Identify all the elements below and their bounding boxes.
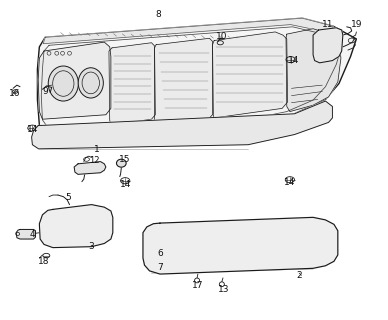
Text: 15: 15 (119, 155, 130, 164)
Ellipse shape (78, 68, 103, 98)
Text: 4: 4 (29, 230, 35, 239)
Text: 13: 13 (218, 284, 230, 293)
Ellipse shape (48, 66, 78, 101)
Text: 7: 7 (158, 263, 163, 272)
Text: 14: 14 (284, 179, 296, 188)
Polygon shape (143, 217, 338, 274)
Polygon shape (32, 101, 333, 149)
Text: 6: 6 (158, 249, 163, 258)
Text: 14: 14 (120, 180, 131, 189)
Polygon shape (37, 18, 356, 146)
Polygon shape (154, 38, 213, 124)
Polygon shape (147, 227, 177, 268)
Polygon shape (16, 229, 35, 239)
Polygon shape (178, 224, 240, 271)
Text: 10: 10 (216, 32, 228, 41)
Ellipse shape (80, 164, 90, 172)
Polygon shape (38, 42, 111, 119)
Text: 19: 19 (352, 20, 363, 29)
Polygon shape (109, 43, 155, 125)
Polygon shape (241, 220, 331, 268)
Text: 14: 14 (27, 125, 38, 134)
Text: 17: 17 (192, 281, 204, 290)
Polygon shape (43, 18, 333, 44)
Polygon shape (213, 32, 288, 118)
Text: 14: 14 (288, 56, 299, 65)
Polygon shape (286, 29, 341, 112)
Text: 8: 8 (156, 10, 161, 19)
Polygon shape (271, 227, 326, 265)
Ellipse shape (288, 235, 309, 256)
Polygon shape (39, 204, 113, 248)
Text: 16: 16 (9, 89, 20, 98)
Polygon shape (74, 162, 106, 174)
Text: 12: 12 (89, 156, 99, 165)
Text: 18: 18 (38, 257, 50, 266)
Text: 11: 11 (322, 20, 333, 29)
Text: 1: 1 (94, 145, 99, 154)
Polygon shape (313, 28, 343, 63)
Text: 3: 3 (88, 242, 94, 251)
Text: 2: 2 (297, 271, 302, 280)
Ellipse shape (116, 159, 126, 167)
Text: 9: 9 (42, 87, 48, 96)
Text: 5: 5 (66, 193, 71, 202)
